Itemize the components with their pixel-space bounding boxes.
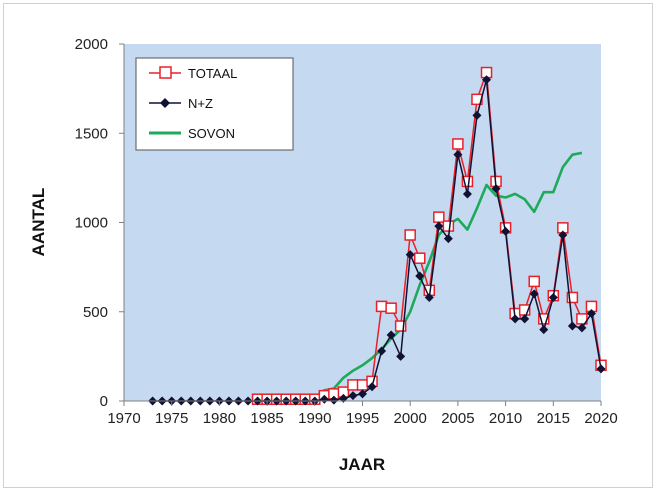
data-point-n-z — [567, 321, 577, 331]
legend-marker-nz — [160, 98, 170, 108]
x-tick-label: 1970 — [107, 410, 140, 427]
data-point-totaal — [566, 291, 579, 304]
y-ticks: 0 500 1000 1500 2000 — [75, 36, 124, 410]
x-tick-label: 2000 — [394, 410, 427, 427]
data-point-n-z — [529, 289, 539, 299]
legend: TOTAAL N+Z SOVON — [135, 57, 294, 151]
data-point-n-z — [586, 309, 596, 319]
data-point-n-z — [596, 364, 606, 374]
x-tick-label: 1980 — [203, 410, 236, 427]
data-point-totaal — [528, 275, 540, 288]
y-tick-label: 0 — [100, 393, 108, 410]
x-ticks: 1970 1975 1980 1985 1990 1995 2000 2005 2010 2015… — [107, 401, 618, 427]
legend-label-sovon: SOVON — [188, 126, 235, 141]
legend-marker-totaal — [159, 66, 172, 79]
data-point-n-z — [548, 292, 558, 302]
data-point-n-z — [558, 230, 568, 240]
data-point-n-z — [482, 75, 492, 85]
data-point-n-z — [367, 382, 377, 392]
data-point-n-z — [443, 234, 453, 244]
data-point-n-z — [415, 271, 425, 281]
x-tick-label: 2010 — [489, 410, 522, 427]
data-point-totaal — [452, 138, 464, 150]
y-tick-label: 1500 — [75, 125, 108, 142]
data-point-n-z — [539, 325, 549, 335]
data-point-n-z — [453, 150, 463, 160]
y-tick-label: 500 — [83, 304, 108, 321]
data-point-n-z — [386, 330, 396, 340]
data-point-totaal — [375, 300, 388, 313]
data-point-totaal — [404, 229, 416, 241]
x-tick-label: 2020 — [584, 410, 617, 427]
data-point-n-z — [329, 395, 339, 405]
data-point-totaal — [413, 252, 426, 264]
legend-label-nz: N+Z — [188, 96, 213, 111]
data-point-n-z — [424, 292, 434, 302]
data-point-n-z — [405, 250, 415, 260]
x-axis-title: JAAR — [339, 455, 385, 474]
data-point-totaal — [538, 313, 550, 325]
data-point-totaal — [461, 175, 474, 188]
data-point-n-z — [510, 314, 520, 324]
x-tick-label: 2005 — [441, 410, 474, 427]
data-point-totaal — [347, 379, 359, 391]
x-tick-label: 2015 — [537, 410, 570, 427]
data-point-totaal — [394, 320, 407, 332]
x-tick-label: 1995 — [346, 410, 379, 427]
data-point-n-z — [434, 221, 444, 231]
data-point-totaal — [433, 211, 445, 223]
data-point-totaal — [442, 220, 455, 232]
data-point-n-z — [501, 226, 511, 236]
data-point-n-z — [377, 346, 387, 356]
data-point-n-z — [491, 184, 501, 194]
data-point-totaal — [385, 302, 397, 314]
data-point-n-z — [358, 389, 367, 399]
x-tick-label: 1985 — [250, 410, 283, 427]
data-point-n-z — [520, 314, 530, 324]
data-point-n-z — [348, 391, 358, 401]
y-axis-title: AANTAL — [29, 188, 48, 257]
y-tick-label: 2000 — [75, 36, 108, 53]
x-tick-label: 1990 — [298, 410, 331, 427]
x-tick-label: 1975 — [155, 410, 188, 427]
series-marks — [148, 66, 607, 406]
data-point-n-z — [577, 323, 587, 333]
legend-label-totaal: TOTAAL — [188, 66, 237, 81]
y-tick-label: 1000 — [75, 215, 108, 232]
data-point-n-z — [396, 351, 406, 361]
data-point-n-z — [462, 189, 472, 199]
data-point-n-z — [472, 110, 482, 120]
data-point-totaal — [356, 379, 369, 391]
